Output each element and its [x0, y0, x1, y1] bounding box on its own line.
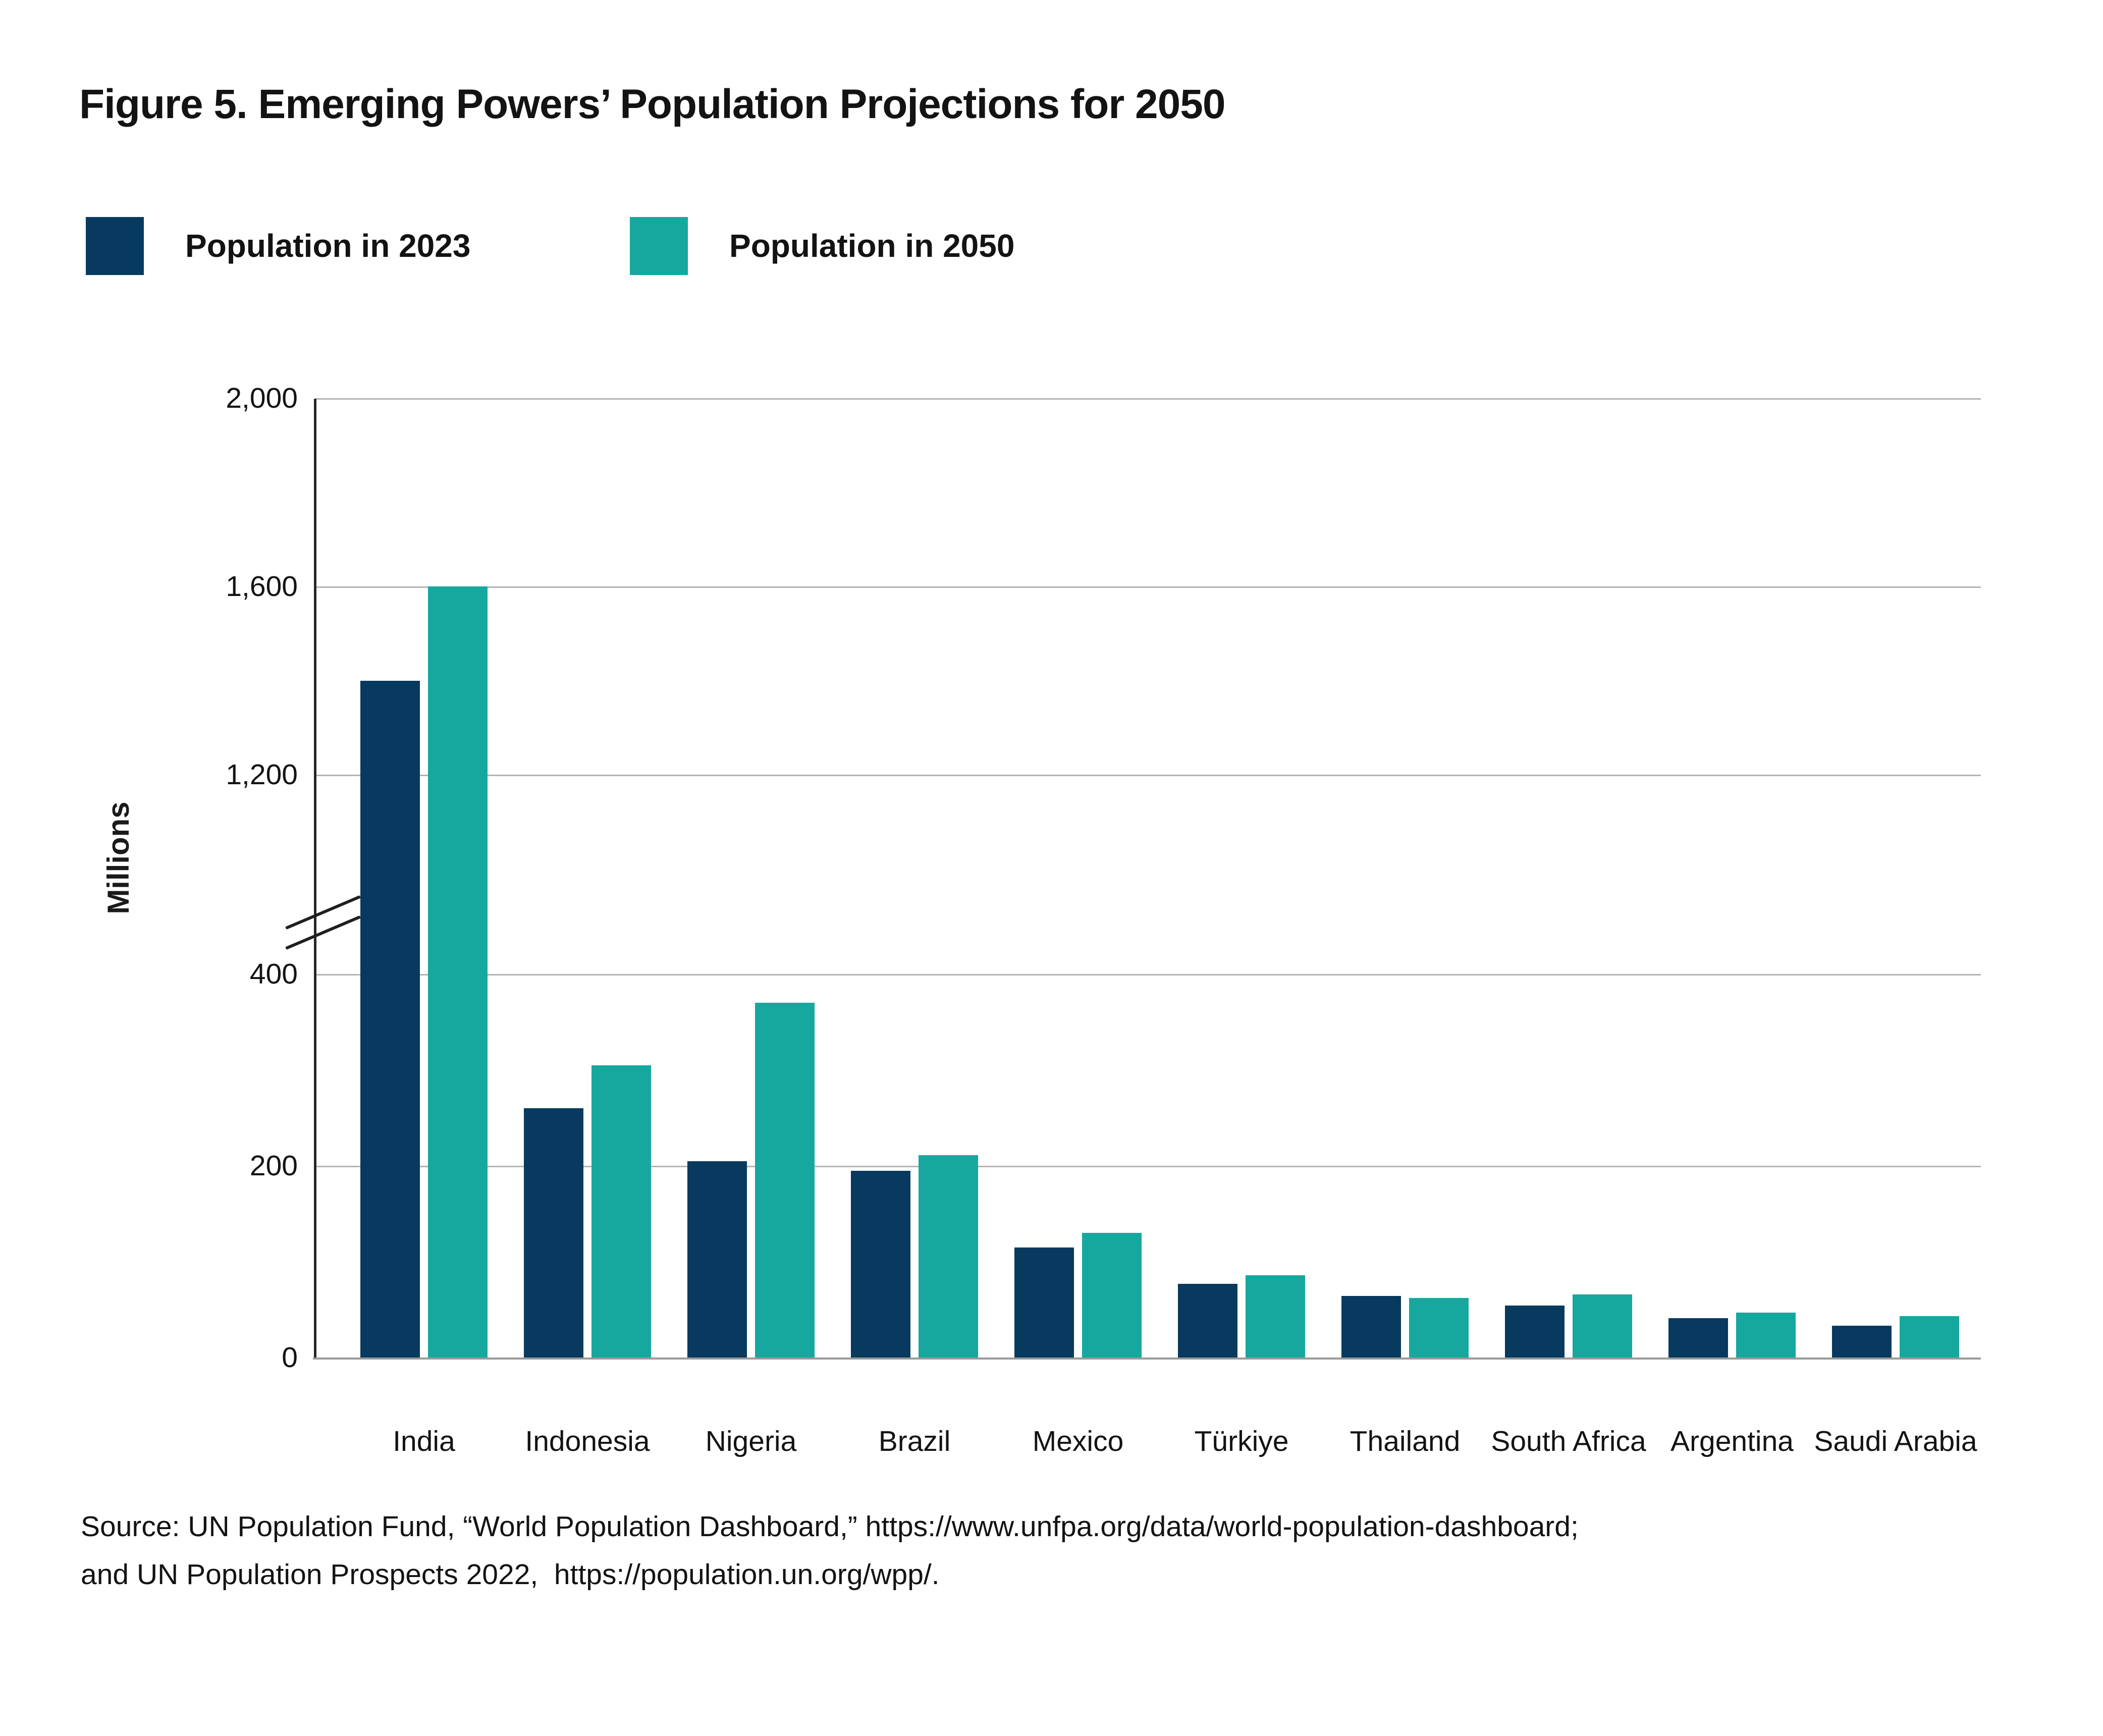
axis-break-mark-2	[285, 915, 361, 950]
axis-break-mark-1	[285, 895, 361, 930]
y-axis-line	[314, 399, 316, 1360]
x-category-label-mexico: Mexico	[1032, 1425, 1124, 1457]
bar-2023-indonesia	[524, 1108, 583, 1358]
y-tick-label-1200: 1,200	[226, 758, 298, 791]
gridline-400	[315, 974, 1981, 975]
x-category-label-thailand: Thailand	[1350, 1425, 1461, 1457]
bar-2023-mexico	[1014, 1247, 1074, 1358]
bar-2050-argentina	[1736, 1313, 1796, 1358]
gridline-200	[315, 1166, 1981, 1167]
gridline-1600	[315, 586, 1981, 588]
source-text-line-1: Source: UN Population Fund, “World Popul…	[81, 1510, 1579, 1543]
x-category-label-saudi-arabia: Saudi Arabia	[1814, 1425, 1977, 1457]
bar-2050-india	[428, 586, 488, 1358]
gridline-1200	[315, 775, 1981, 776]
y-tick-label-200: 200	[249, 1150, 298, 1182]
bar-2050-south-africa	[1573, 1294, 1632, 1358]
bar-2023-argentina	[1668, 1318, 1728, 1358]
bar-2050-indonesia	[591, 1065, 651, 1358]
source-text-line-2: and UN Population Prospects 2022, https:…	[81, 1558, 940, 1591]
bar-2050-saudi-arabia	[1900, 1316, 1959, 1358]
bar-2023-nigeria	[687, 1161, 747, 1358]
x-category-label-t-rkiye: Türkiye	[1194, 1425, 1289, 1457]
y-axis-title: Millions	[101, 801, 135, 914]
legend-swatch-2023	[86, 217, 144, 275]
y-tick-label-400: 400	[249, 958, 298, 990]
x-category-label-indonesia: Indonesia	[525, 1425, 650, 1457]
bar-2023-south-africa	[1505, 1306, 1565, 1358]
legend-label-2023: Population in 2023	[185, 228, 471, 264]
y-tick-label-2000: 2,000	[226, 382, 298, 414]
bar-2023-t-rkiye	[1178, 1284, 1237, 1358]
bar-2023-india	[360, 681, 420, 1358]
bar-2050-nigeria	[755, 1003, 815, 1358]
bar-2023-saudi-arabia	[1832, 1326, 1892, 1358]
x-axis-baseline	[313, 1358, 1981, 1360]
bar-2050-t-rkiye	[1246, 1275, 1305, 1358]
x-category-label-india: India	[393, 1425, 455, 1457]
y-tick-label-1600: 1,600	[226, 570, 298, 603]
legend-label-2050: Population in 2050	[729, 228, 1015, 264]
gridline-2000	[315, 398, 1981, 400]
bar-2023-thailand	[1341, 1296, 1401, 1358]
bar-2050-brazil	[919, 1155, 978, 1358]
y-tick-label-0: 0	[282, 1341, 298, 1374]
bar-2050-thailand	[1409, 1298, 1469, 1358]
figure-title: Figure 5. Emerging Powers’ Population Pr…	[79, 81, 1225, 127]
x-category-label-argentina: Argentina	[1670, 1425, 1794, 1457]
legend-swatch-2050	[630, 217, 688, 275]
x-category-label-south-africa: South Africa	[1491, 1425, 1646, 1457]
bar-2050-mexico	[1082, 1233, 1142, 1358]
bar-2023-brazil	[851, 1171, 910, 1358]
x-category-label-nigeria: Nigeria	[705, 1425, 797, 1457]
x-category-label-brazil: Brazil	[878, 1425, 951, 1457]
